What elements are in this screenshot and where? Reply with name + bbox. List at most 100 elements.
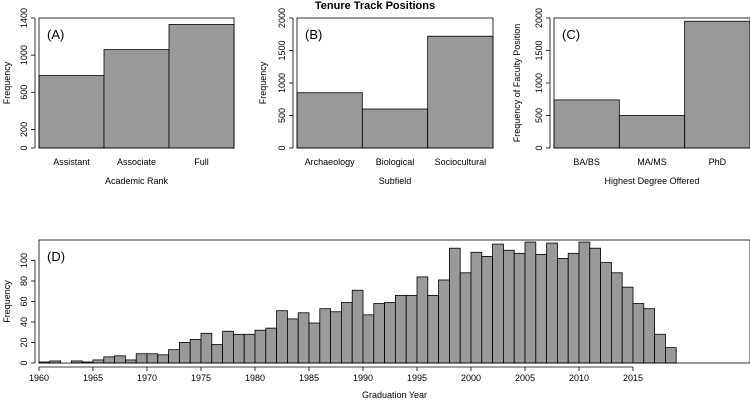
histogram-bar-1973 [178,342,191,364]
histogram-bar-2002 [492,243,504,364]
histogram-bar-2016 [643,308,655,364]
histogram-bar-1986 [319,308,331,364]
y-tick-label: 500 [277,108,287,123]
histogram-bar-1981 [265,327,277,364]
histogram-bar-1966 [103,356,116,364]
x-tick-label: MA/MS [637,157,667,167]
histogram-bar-1979 [243,333,256,364]
histogram-bar-2017 [654,333,666,364]
panel-label: (B) [305,27,322,42]
histogram-bar-1985 [308,322,321,364]
y-tick-label: 80 [19,276,29,286]
x-tick-label: 2010 [569,373,589,383]
histogram-bar-2005 [524,241,537,364]
y-axis-title: Frequency [2,280,12,323]
histogram-bar-1994 [405,294,418,364]
y-axis-title: Frequency [2,61,12,104]
x-tick-label: 1995 [407,373,427,383]
histogram-bar-1972 [168,349,180,364]
y-tick-label: 500 [534,108,544,123]
histogram-bar-1965 [92,359,105,364]
bar-associate [103,49,170,149]
y-tick-label: 0 [19,145,29,150]
x-tick-label: 1965 [83,373,103,383]
histogram-bar-1988 [340,302,353,364]
panel-a-academic-rank: Assistant Associate Full 0 200 600 1000 1400 (A)… [2,8,235,186]
y-tick-label: 1000 [534,73,544,93]
panel-label: (A) [47,27,64,42]
x-tick-label: 1985 [299,373,319,383]
histogram-bar-1990 [362,314,375,364]
histogram-bar-2007 [546,242,558,364]
x-tick-label: Associate [117,157,156,167]
x-tick-label: Assistant [53,157,90,167]
y-tick-label: 1000 [277,73,287,93]
histogram-bar-2001 [481,255,493,364]
y-tick-label: 20 [19,337,29,347]
histogram-bar-1993 [394,294,407,364]
y-tick-label: 100 [19,253,29,268]
histogram-bar-1987 [330,311,342,364]
y-tick-label: 60 [19,296,29,306]
x-axis-title: Highest Degree Offered [605,176,700,186]
histogram-bar-1968 [125,359,137,364]
histogram-bar-2015 [632,303,645,364]
histogram-bar-1970 [146,353,159,364]
x-tick-label: Full [194,157,209,167]
y-tick-label: 1500 [277,40,287,60]
bar-archaeology [296,92,363,149]
x-tick-label: 1960 [29,373,49,383]
histogram-bar-2013 [611,272,623,364]
histogram-bar-2003 [502,249,515,364]
histogram-bar-2000 [470,251,483,364]
x-tick-label: 1980 [245,373,265,383]
panel-c-highest-degree: BA/BS MA/MS PhD 0 500 1000 1500 2000 (C) Highest … [512,8,750,186]
y-tick-label: 1500 [534,40,544,60]
y-tick-label: 0 [19,360,29,365]
bar-sociocultural [427,35,494,149]
histogram-bar-2008 [557,258,569,364]
histogram-bar-1982 [276,310,288,364]
panel-label: (C) [562,27,580,42]
histogram-bar-1984 [297,312,310,364]
bar-biological [361,108,429,149]
histogram-bar-2012 [600,262,612,364]
histogram-bar-1975 [200,332,213,364]
x-tick-label: Archaeology [305,157,356,167]
x-tick-label: 1970 [137,373,157,383]
y-axis-title: Frequency [258,61,268,104]
plot-frame [38,17,235,149]
y-tick-label: 0 [534,145,544,150]
x-tick-label: 1975 [191,373,211,383]
y-tick-label: 1400 [19,8,29,28]
bar-ma-ms [618,115,686,149]
histogram-bar-2006 [535,253,547,364]
histogram-bar-1995 [416,276,429,364]
x-axis-title: Subfield [379,176,412,186]
y-tick-label: 600 [19,85,29,100]
histogram-bar-2018 [665,347,677,364]
y-tick-label: 2000 [277,8,287,28]
histogram-bar-1977 [222,330,234,364]
x-tick-label: Sociocultural [435,157,487,167]
histogram-bar-1974 [189,339,202,364]
x-tick-label: Biological [376,157,415,167]
x-axis-title: Academic Rank [105,176,169,186]
histogram-bar-2011 [589,247,601,364]
histogram-bar-1989 [351,289,364,364]
bar-phd [684,20,750,149]
histogram-bar-1997 [438,279,450,364]
x-tick-label: PhD [709,157,727,167]
histogram-bar-2014 [621,286,634,364]
histogram-bar-1980 [254,329,267,364]
histogram-bar-2004 [513,252,526,364]
panel-b-subfield: Archaeology Biological Sociocultural 0 500 10… [258,8,494,186]
bar-assistant [38,75,105,149]
histogram-bar-2009 [567,252,580,364]
y-axis-title: Frequency of Faculty Position [512,24,522,143]
histogram-bar-1998 [448,247,461,364]
plot-frame [38,239,750,364]
histogram-bar-1996 [427,294,439,364]
histogram-bar-1999 [459,272,472,364]
